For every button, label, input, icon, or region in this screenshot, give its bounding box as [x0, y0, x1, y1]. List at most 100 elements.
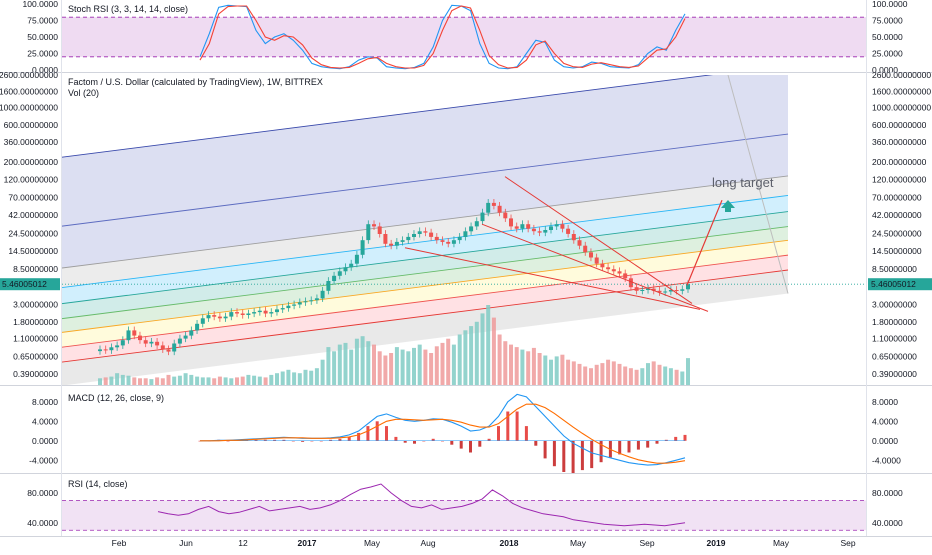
- annotation-long-target[interactable]: long target: [712, 175, 774, 190]
- candle-body: [440, 240, 445, 242]
- volume-bar: [566, 359, 571, 385]
- candle-body: [520, 224, 525, 229]
- macd-hist-bar: [413, 440, 416, 444]
- volume-bar: [617, 363, 622, 385]
- volume-bar: [343, 342, 348, 385]
- fib-band-low: [62, 270, 788, 385]
- candle-body: [280, 308, 285, 310]
- price-title: Factom / U.S. Dollar (calculated by Trad…: [68, 77, 323, 87]
- candle-body: [389, 243, 394, 246]
- candle-body: [474, 221, 479, 227]
- volume-bar: [646, 363, 650, 385]
- volume-bar: [434, 346, 439, 385]
- candle-body: [177, 338, 182, 344]
- volume-bar: [543, 355, 548, 385]
- macd-hist-bar: [506, 411, 510, 441]
- macd-hist-bar: [301, 440, 305, 442]
- volume-bar: [120, 374, 125, 385]
- volume-bar: [292, 372, 297, 385]
- stoch-series-1: [199, 5, 686, 69]
- candle-body: [246, 313, 251, 315]
- price-ytick-left: 1600.00000000: [0, 86, 58, 96]
- price-ytick-left: 24.50000000: [8, 228, 58, 238]
- candle-body: [628, 278, 633, 288]
- price-ytick: 3.00000000: [872, 300, 917, 310]
- macd-hist-bar: [422, 440, 426, 442]
- price-ytick-left: 0.65000000: [13, 351, 58, 361]
- volume-bar: [503, 341, 508, 385]
- rsi-pane[interactable]: 80.0000 80.0000 40.0000 40.0000: [0, 483, 932, 537]
- macd-hist-bar: [357, 432, 361, 441]
- candle-body: [206, 315, 211, 319]
- volume-bar: [337, 344, 342, 385]
- fib-band-7: [62, 75, 788, 227]
- candle-body: [189, 330, 194, 336]
- candle-body: [149, 341, 154, 344]
- trend-line: [504, 176, 693, 304]
- macd-pane[interactable]: 8.0000 8.0000 4.0000 4.0000 0.0000 0.0000 -4.0…: [0, 393, 932, 474]
- volume-bar: [497, 334, 502, 385]
- candle-body: [229, 312, 234, 317]
- candle-body: [303, 301, 308, 303]
- stoch-ytick-left: 75.0000: [27, 16, 58, 26]
- candle-body: [634, 287, 639, 291]
- candle-body: [531, 228, 536, 232]
- candle-body: [412, 234, 416, 237]
- x-tick: Sep: [840, 538, 855, 548]
- candle-body: [451, 240, 456, 244]
- volume-bar: [354, 338, 359, 385]
- volume-bar: [332, 351, 337, 385]
- macd-hist-bar: [562, 440, 566, 472]
- stoch-ytick: 100.0000: [872, 0, 908, 9]
- macd-hist-bar: [459, 440, 463, 449]
- candle-body: [349, 263, 354, 268]
- volume-bar: [440, 342, 445, 385]
- candle-body: [172, 343, 177, 352]
- price-ytick-left: 14.50000000: [8, 246, 58, 256]
- volume-bar: [200, 377, 205, 385]
- candle-body: [543, 230, 548, 233]
- volume-bar: [217, 376, 222, 385]
- volume-bars: [98, 305, 690, 385]
- volume-bar: [303, 369, 308, 385]
- volume-bar: [132, 377, 137, 385]
- macd-hist-bar: [515, 411, 519, 441]
- candle-body: [223, 316, 228, 319]
- rsi-band: [62, 500, 866, 531]
- candle-body: [680, 289, 685, 291]
- fib-line-4: [62, 211, 789, 305]
- x-tick: 2018: [500, 538, 519, 548]
- volume-bar: [394, 347, 399, 385]
- candle-body: [417, 231, 422, 234]
- stoch-rsi-pane[interactable]: 100.0000 100.0000 75.0000 75.0000 50.0000 50.…: [0, 0, 932, 75]
- candle-body: [537, 231, 542, 233]
- candle-body: [286, 305, 291, 309]
- candle-body: [560, 224, 565, 229]
- candle-body: [423, 231, 428, 233]
- x-tick: Aug: [420, 538, 435, 548]
- macd-ytick-left: 8.0000: [32, 397, 58, 407]
- volume-bar: [469, 326, 474, 385]
- macd-hist-bar: [310, 440, 314, 442]
- candle-body: [651, 288, 656, 291]
- candle-body: [235, 312, 239, 314]
- candle-body: [571, 234, 576, 241]
- macd-ytick-left: 0.0000: [32, 436, 58, 446]
- price-ytick: 42.00000000: [872, 210, 922, 220]
- candle-body: [657, 290, 662, 293]
- fib-band-4: [62, 195, 788, 304]
- price-ytick-left: 600.00000000: [4, 120, 59, 130]
- price-ytick: 0.39000000: [872, 369, 917, 379]
- macd-hist-bar: [403, 440, 407, 443]
- candles: [98, 199, 690, 356]
- macd-ytick: 0.0000: [872, 436, 898, 446]
- x-tick: Sep: [639, 538, 654, 548]
- volume-bar: [423, 349, 428, 385]
- volume-bar: [257, 376, 262, 385]
- fib-line-8: [62, 75, 714, 158]
- stoch-series-0: [199, 4, 686, 70]
- candle-body: [320, 290, 325, 299]
- volume-bar: [235, 377, 239, 385]
- price-pane[interactable]: 5.46005012 5.46005012 2600.00000000 2600.00…: [0, 65, 932, 386]
